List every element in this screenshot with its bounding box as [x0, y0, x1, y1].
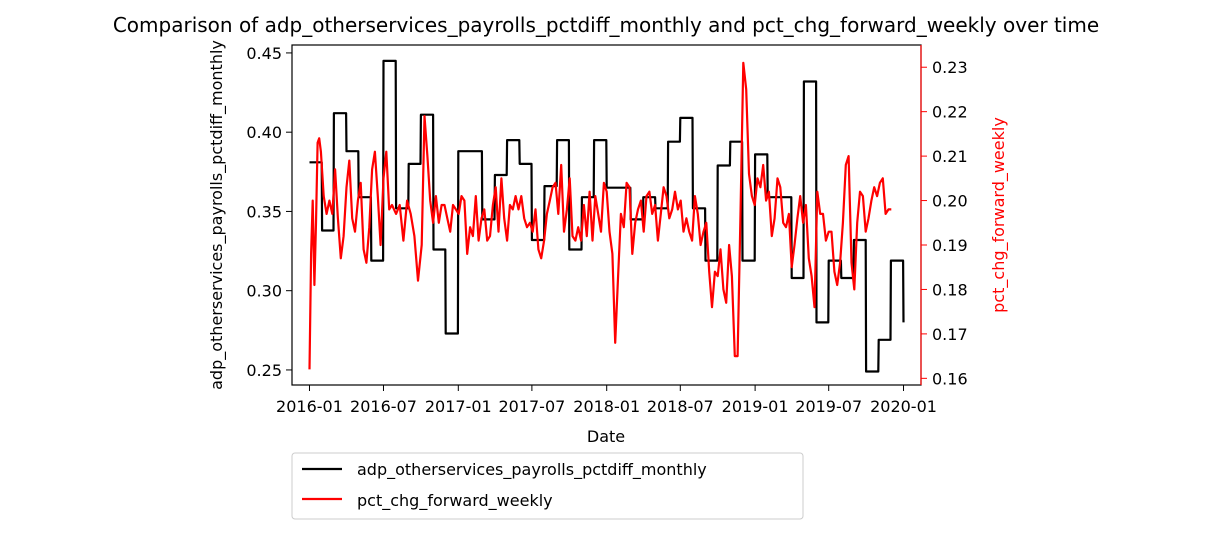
y-left-tick-label: 0.25 — [246, 361, 282, 380]
x-tick-label: 2016-07 — [350, 397, 417, 416]
y-right-tick-label: 0.22 — [932, 103, 968, 122]
legend-box — [291, 452, 804, 520]
x-tick-label: 2018-07 — [647, 397, 714, 416]
y-right-axis: 0.16 0.17 0.18 0.19 0.20 0.21 0.22 0.23 — [921, 58, 968, 388]
series-line-adp-otherservices — [309, 59, 905, 373]
y-right-tick-label: 0.19 — [932, 236, 968, 255]
y-left-tick-label: 0.45 — [246, 44, 282, 63]
y-left-tick-label: 0.30 — [246, 282, 282, 301]
y-left-axis-title: adp_otherservices_payrolls_pctdiff_month… — [207, 40, 227, 390]
y-right-tick-label: 0.23 — [932, 58, 968, 77]
legend-label-right-series: pct_chg_forward_weekly — [357, 491, 553, 511]
y-right-tick-label: 0.17 — [932, 325, 968, 344]
x-tick-label: 2016-01 — [276, 397, 343, 416]
x-axis: 2016-01 2016-07 2017-01 2017-07 2018-01 2018-… — [276, 385, 937, 416]
y-right-tick-label: 0.21 — [932, 147, 968, 166]
x-tick-label: 2019-01 — [722, 397, 789, 416]
y-right-tick-label: 0.16 — [932, 369, 968, 388]
x-tick-label: 2017-07 — [498, 397, 565, 416]
series-layer — [308, 59, 905, 373]
y-right-tick-label: 0.20 — [932, 192, 968, 211]
legend: adp_otherservices_payrolls_pctdiff_month… — [291, 452, 804, 520]
y-left-tick-label: 0.35 — [246, 202, 282, 221]
y-left-tick-label: 0.40 — [246, 123, 282, 142]
x-axis-title: Date — [587, 427, 625, 446]
y-right-tick-label: 0.18 — [932, 280, 968, 299]
y-right-axis-title: pct_chg_forward_weekly — [989, 117, 1009, 313]
x-tick-label: 2018-01 — [573, 397, 640, 416]
plot-frame — [291, 44, 922, 386]
x-tick-label: 2017-01 — [425, 397, 492, 416]
y-left-axis: 0.25 0.30 0.35 0.40 0.45 — [246, 44, 292, 380]
series-line-pct-chg-forward-weekly — [308, 61, 892, 370]
x-tick-label: 2020-01 — [870, 397, 937, 416]
legend-label-left-series: adp_otherservices_payrolls_pctdiff_month… — [357, 460, 707, 480]
x-tick-label: 2019-07 — [795, 397, 862, 416]
chart-title: Comparison of adp_otherservices_payrolls… — [113, 13, 1099, 37]
